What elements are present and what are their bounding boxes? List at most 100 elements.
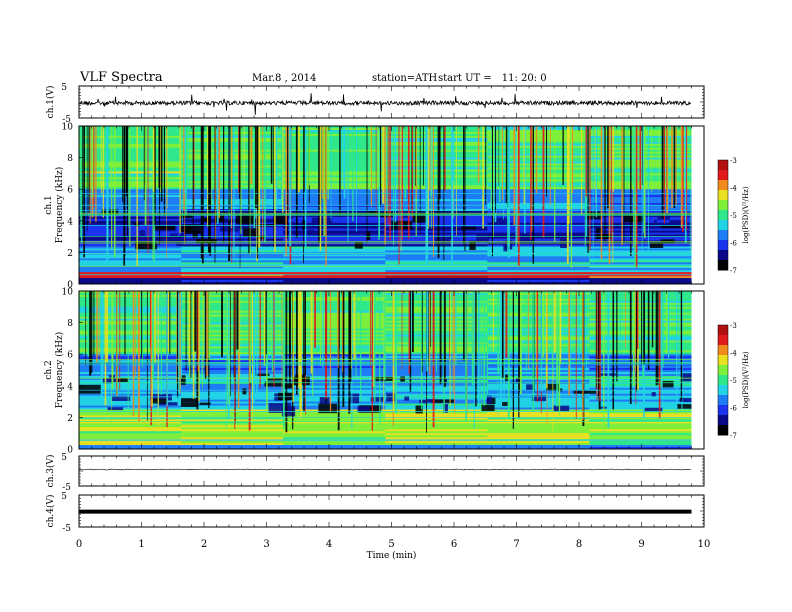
spectrogram-patch [151, 398, 167, 404]
spectrogram-cell [181, 296, 284, 300]
spectrogram-cell [283, 268, 386, 271]
spectrogram-cell [385, 173, 488, 176]
spectrogram-cell [487, 278, 590, 281]
spectrogram-cell [79, 302, 182, 306]
ch1-spec-ytick: 2 [67, 249, 73, 259]
spectrogram-cell [487, 161, 590, 164]
spectrogram-cell [385, 149, 488, 152]
spectrogram-cell [385, 228, 488, 231]
spectrogram-cell [589, 206, 692, 210]
spectrogram-cell [283, 135, 386, 139]
spectrogram-cell [589, 435, 692, 438]
spectrogram-cell [181, 425, 284, 428]
ch2-spec-ylabel-axis: Frequency (kHz) [54, 332, 65, 409]
spectrogram-cell [181, 242, 284, 245]
spectrogram-cell [283, 246, 386, 249]
spectrogram-cell [487, 163, 590, 166]
spectrogram-cell [487, 425, 590, 428]
spectrogram-cell [385, 167, 488, 170]
spectrogram-cell [283, 193, 386, 196]
spectrogram-cell [283, 155, 386, 158]
spectrogram-cell [283, 230, 386, 233]
spectrogram-patch [370, 396, 384, 402]
spectrogram-cell [589, 268, 692, 271]
spectrogram-cell [487, 147, 590, 150]
spectrogram-cell [589, 280, 692, 283]
spectrogram-cell [181, 268, 284, 271]
spectrogram-cell [283, 322, 386, 325]
spectrogram-cell [589, 379, 692, 383]
spectrogram-cell [181, 407, 284, 410]
spectrogram-cell [487, 242, 590, 245]
spectrogram-cell [181, 131, 284, 135]
spectrogram-cell [487, 377, 590, 381]
spectrogram-cell [283, 397, 386, 400]
spectrogram-cell [487, 298, 590, 302]
spectrogram-cell [283, 385, 386, 389]
ch1-spec-colorbar-cell [718, 200, 728, 211]
spectrogram-cell [589, 415, 692, 418]
spectrogram-cell [487, 368, 590, 371]
ch2-spec-ytick: 4 [67, 382, 73, 392]
spectrogram-cell [487, 228, 590, 231]
spectrogram-cell [487, 270, 590, 273]
spectrogram-cell [589, 266, 692, 269]
spectrogram-cell [487, 264, 590, 267]
spectrogram-patch [195, 238, 217, 244]
spectrogram-cell [589, 250, 692, 253]
spectrogram-cell [181, 344, 284, 347]
spectrogram-cell [283, 379, 386, 383]
spectrogram-cell [283, 133, 386, 137]
spectrogram-cell [487, 330, 590, 333]
ch1-spec-heatmap [79, 126, 692, 285]
spectrogram-cell [283, 437, 386, 440]
spectrogram-cell [589, 244, 692, 247]
spectrogram-cell [79, 276, 182, 279]
spectrogram-cell [487, 244, 590, 247]
spectrogram-cell [181, 423, 284, 426]
spectrogram-cell [79, 387, 182, 391]
spectrogram-cell [589, 358, 692, 361]
ch2-spec-colorbar-cell [718, 415, 728, 426]
spectrogram-cell [79, 291, 182, 294]
spectrogram-patch [419, 399, 428, 404]
ch2-spec-colorbar-cell [718, 385, 728, 396]
spectrogram-cell [283, 214, 386, 218]
spectrogram-cell [181, 332, 284, 335]
spectrogram-patch [201, 217, 210, 222]
spectrogram-cell [283, 183, 386, 186]
spectrogram-cell [79, 447, 182, 450]
spectrogram-cell [385, 248, 488, 251]
spectrogram-cell [283, 165, 386, 168]
spectrogram-cell [283, 371, 386, 375]
spectrogram-cell [385, 393, 488, 396]
spectrogram-cell [487, 302, 590, 306]
spectrogram-cell [487, 389, 590, 393]
spectrogram-cell [79, 385, 182, 389]
spectrogram-cell [283, 308, 386, 312]
spectrogram-cell [283, 391, 386, 394]
spectrogram-cell [385, 165, 488, 168]
date-label: Mar.8 , 2014 [252, 73, 317, 84]
spectrogram-cell [181, 272, 284, 275]
spectrogram-cell [385, 411, 488, 414]
spectrogram-cell [79, 308, 182, 312]
spectrogram-cell [283, 139, 386, 143]
ch2-spec-ylabel-channel: ch.2 [44, 360, 54, 379]
spectrogram-cell [283, 191, 386, 194]
spectrogram-cell [487, 179, 590, 182]
spectrogram-cell [283, 336, 386, 339]
spectrogram-cell [589, 445, 692, 448]
spectrogram-cell [181, 399, 284, 402]
spectrogram-cell [385, 161, 488, 164]
spectrogram-patch [653, 220, 658, 223]
spectrogram-cell [181, 379, 284, 383]
spectrogram-cell [487, 226, 590, 229]
spectrogram-cell [487, 417, 590, 420]
ch2-spec-colorbar-tick: -7 [730, 432, 737, 440]
spectrogram-cell [79, 370, 182, 373]
spectrogram-cell [283, 244, 386, 247]
spectrogram-cell [79, 399, 182, 402]
spectrogram-cell [79, 445, 182, 448]
